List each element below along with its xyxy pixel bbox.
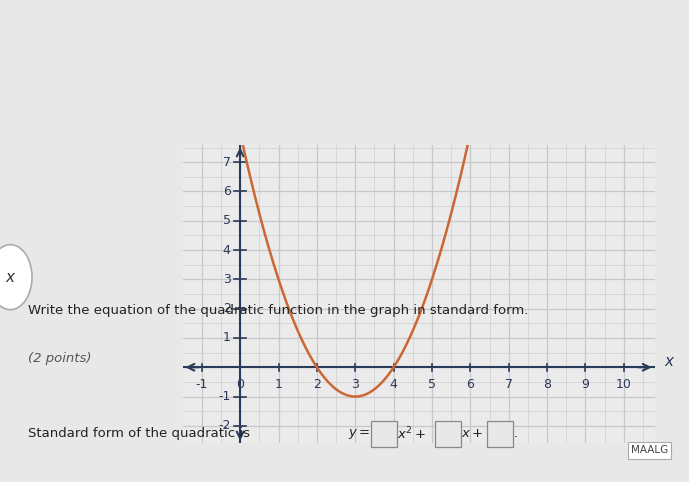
Text: 10: 10: [616, 378, 632, 391]
Text: Write the equation of the quadratic function in the graph in standard form.: Write the equation of the quadratic func…: [28, 304, 528, 317]
Text: $y=$: $y=$: [348, 427, 370, 441]
Text: 8: 8: [543, 378, 551, 391]
Text: MAALG: MAALG: [631, 445, 668, 455]
Text: 2: 2: [223, 302, 231, 315]
Text: $x^2+$: $x^2+$: [397, 426, 426, 442]
Text: x: x: [664, 354, 673, 370]
Text: 0: 0: [236, 378, 244, 391]
Text: 4: 4: [223, 243, 231, 256]
Text: -1: -1: [218, 390, 231, 403]
Text: 2: 2: [313, 378, 321, 391]
Text: 3: 3: [223, 273, 231, 286]
Text: 3: 3: [351, 378, 359, 391]
Text: 6: 6: [466, 378, 474, 391]
Text: 1: 1: [275, 378, 282, 391]
Text: -2: -2: [218, 419, 231, 432]
Circle shape: [0, 245, 32, 310]
Text: 7: 7: [223, 156, 231, 169]
Text: $.$: $.$: [513, 428, 518, 440]
Text: 4: 4: [390, 378, 398, 391]
Text: 9: 9: [582, 378, 589, 391]
Text: 7: 7: [505, 378, 513, 391]
Text: x: x: [6, 269, 15, 285]
Text: -1: -1: [196, 378, 208, 391]
Text: (2 points): (2 points): [28, 352, 91, 365]
Text: Standard form of the quadratic is: Standard form of the quadratic is: [28, 428, 258, 440]
Text: 5: 5: [223, 214, 231, 228]
Text: 1: 1: [223, 332, 231, 345]
Text: 5: 5: [428, 378, 436, 391]
Text: $x+$: $x+$: [461, 428, 483, 440]
Text: 6: 6: [223, 185, 231, 198]
